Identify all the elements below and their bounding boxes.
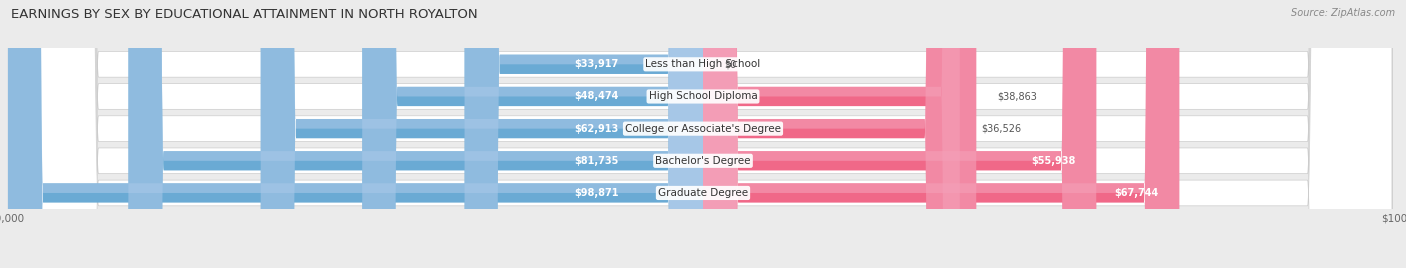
FancyBboxPatch shape: [703, 0, 1097, 268]
FancyBboxPatch shape: [703, 0, 960, 268]
FancyBboxPatch shape: [703, 0, 976, 268]
Text: $0: $0: [724, 59, 737, 69]
FancyBboxPatch shape: [8, 0, 703, 268]
Text: $67,744: $67,744: [1114, 188, 1159, 198]
FancyBboxPatch shape: [464, 0, 703, 268]
Text: $36,526: $36,526: [981, 124, 1021, 134]
FancyBboxPatch shape: [14, 0, 1392, 268]
Text: $81,735: $81,735: [574, 156, 619, 166]
FancyBboxPatch shape: [703, 0, 1180, 268]
Text: $48,474: $48,474: [574, 91, 619, 102]
Text: Graduate Degree: Graduate Degree: [658, 188, 748, 198]
Text: EARNINGS BY SEX BY EDUCATIONAL ATTAINMENT IN NORTH ROYALTON: EARNINGS BY SEX BY EDUCATIONAL ATTAINMEN…: [11, 8, 478, 21]
FancyBboxPatch shape: [14, 0, 1392, 268]
FancyBboxPatch shape: [363, 0, 703, 268]
FancyBboxPatch shape: [14, 0, 1392, 268]
FancyBboxPatch shape: [363, 0, 703, 268]
FancyBboxPatch shape: [464, 0, 703, 268]
FancyBboxPatch shape: [703, 0, 1180, 268]
FancyBboxPatch shape: [260, 0, 703, 268]
FancyBboxPatch shape: [703, 0, 960, 268]
FancyBboxPatch shape: [260, 0, 703, 268]
Text: $55,938: $55,938: [1031, 156, 1076, 166]
Text: $33,917: $33,917: [575, 59, 619, 69]
FancyBboxPatch shape: [14, 0, 1392, 268]
Text: $62,913: $62,913: [575, 124, 619, 134]
FancyBboxPatch shape: [703, 0, 976, 268]
FancyBboxPatch shape: [8, 0, 703, 268]
Text: $98,871: $98,871: [574, 188, 619, 198]
FancyBboxPatch shape: [128, 0, 703, 268]
Text: College or Associate's Degree: College or Associate's Degree: [626, 124, 780, 134]
FancyBboxPatch shape: [14, 0, 1392, 268]
FancyBboxPatch shape: [703, 0, 1097, 268]
Text: Less than High School: Less than High School: [645, 59, 761, 69]
FancyBboxPatch shape: [128, 0, 703, 268]
Text: High School Diploma: High School Diploma: [648, 91, 758, 102]
Text: Bachelor's Degree: Bachelor's Degree: [655, 156, 751, 166]
Text: Source: ZipAtlas.com: Source: ZipAtlas.com: [1291, 8, 1395, 18]
Text: $38,863: $38,863: [997, 91, 1038, 102]
